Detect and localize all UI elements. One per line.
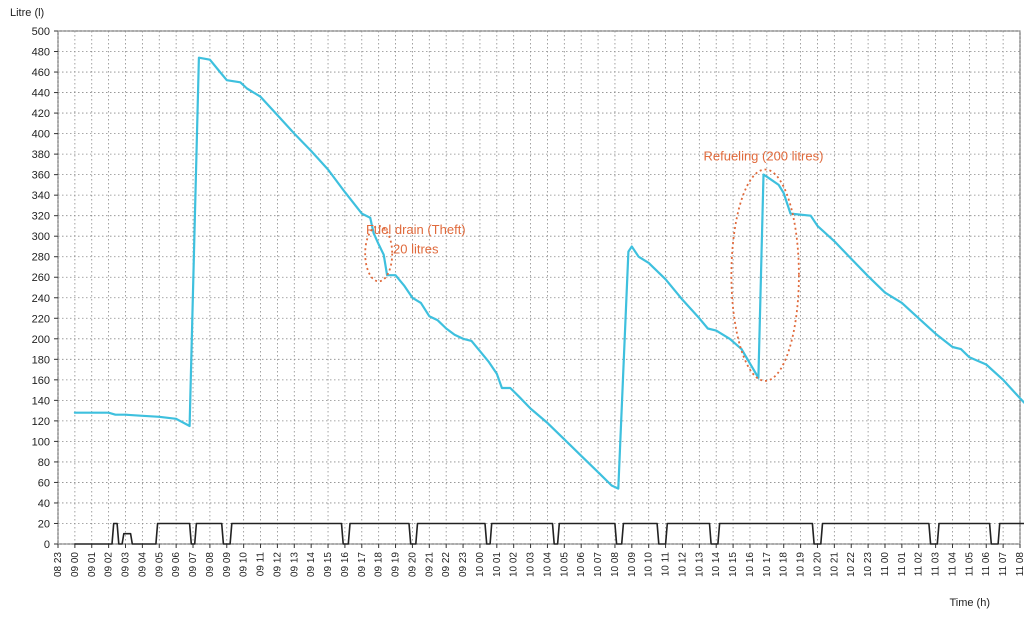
y-tick-label: 280	[32, 252, 50, 264]
refueling-highlight-ellipse	[730, 168, 800, 382]
x-tick-label: 11 04	[947, 552, 958, 577]
x-tick-label: 10 19	[796, 552, 807, 577]
x-tick-label: 09 21	[424, 552, 435, 577]
x-tick-label: 09 13	[289, 552, 300, 577]
x-tick-label: 09 17	[357, 552, 368, 577]
y-tick-label: 20	[38, 518, 50, 530]
y-axis-title: Litre (l)	[10, 7, 44, 19]
grid	[57, 30, 1021, 545]
y-tick-label: 420	[32, 108, 50, 120]
y-tick-label: 240	[32, 293, 50, 305]
y-tick-label: 80	[38, 457, 50, 469]
y-tick-label: 140	[32, 395, 50, 407]
x-tick-label: 10 21	[829, 552, 840, 577]
x-tick-label: 10 11	[661, 552, 672, 577]
x-tick-label: 09 19	[391, 552, 402, 577]
x-tick-label: 09 01	[87, 552, 98, 577]
x-tick-label: 11 07	[998, 552, 1009, 577]
x-tick-label: 11 03	[931, 552, 942, 577]
x-tick-label: 10 16	[745, 552, 756, 577]
x-tick-label: 09 03	[121, 552, 132, 577]
x-tick-label: 10 20	[812, 552, 823, 577]
y-tick-label: 100	[32, 436, 50, 448]
x-axis-title: Time (h)	[949, 597, 990, 609]
x-tick-label: 09 12	[272, 552, 283, 577]
x-tick-label: 09 14	[306, 552, 317, 577]
x-tick-label: 10 22	[846, 552, 857, 577]
x-tick-label: 11 00	[880, 552, 891, 577]
x-tick-label: 10 04	[542, 552, 553, 577]
x-tick-label: 10 13	[694, 552, 705, 577]
x-tick-label: 10 15	[728, 552, 739, 577]
x-tick-label: 10 18	[779, 552, 790, 577]
x-tick-label: 09 05	[154, 552, 165, 577]
x-tick-label: 09 04	[137, 552, 148, 577]
x-tick-label: 09 02	[104, 552, 115, 577]
x-tick-label: 11 01	[897, 552, 908, 577]
x-tick-label: 09 07	[188, 552, 199, 577]
x-tick-label: 10 12	[677, 552, 688, 577]
y-tick-label: 200	[32, 334, 50, 346]
engine-status-line	[74, 522, 1024, 545]
fuel-drain-annotation: Fuel drain (Theft)	[366, 222, 466, 237]
y-tick-label: 60	[38, 477, 50, 489]
x-tick-label: 09 06	[171, 552, 182, 577]
x-tick-label: 09 00	[70, 552, 81, 577]
y-tick-label: 220	[32, 313, 50, 325]
x-tick-label: 08 23	[53, 552, 64, 577]
x-tick-label: 10 01	[492, 552, 503, 577]
x-tick-label: 11 05	[964, 552, 975, 577]
x-tick-label: 10 02	[509, 552, 520, 577]
axes: Litre (l) Time (h) 0 20 40 60 80 100 120 140 160…	[10, 7, 1024, 609]
y-tick-label: 40	[38, 498, 50, 510]
x-tick-label: 09 08	[205, 552, 216, 577]
y-tick-label: 360	[32, 170, 50, 182]
y-tick-label: 120	[32, 416, 50, 428]
y-tick-label: 180	[32, 354, 50, 366]
x-tick-label: 10 17	[762, 552, 773, 577]
x-tick-label: 10 14	[711, 552, 722, 577]
y-tick-label: 0	[44, 539, 50, 551]
x-tick-label: 09 22	[441, 552, 452, 577]
x-tick-label: 10 06	[576, 552, 587, 577]
fuel-level-line	[73, 56, 1024, 490]
x-tick-label: 10 03	[526, 552, 537, 577]
x-tick-label: 09 10	[239, 552, 250, 577]
fuel-drain-highlight-ellipse	[364, 225, 394, 283]
x-tick-label: 10 08	[610, 552, 621, 577]
x-tick-label: 09 16	[340, 552, 351, 577]
y-tick-label: 480	[32, 47, 50, 59]
y-tick-label: 160	[32, 375, 50, 387]
x-tick-label: 09 18	[374, 552, 385, 577]
refueling-annotation: Refueling (200 litres)	[703, 148, 823, 163]
x-tick-label: 09 15	[323, 552, 334, 577]
y-tick-label: 260	[32, 272, 50, 284]
x-tick-label: 09 09	[222, 552, 233, 577]
y-tick-label: 500	[32, 26, 50, 38]
x-tick-label: 09 20	[407, 552, 418, 577]
y-tick-label: 440	[32, 88, 50, 100]
annotations: Fuel drain (Theft) 20 litres Refueling (20…	[364, 148, 823, 382]
x-tick-label: 10 05	[559, 552, 570, 577]
x-tick-label: 11 02	[914, 552, 925, 577]
x-tick-label: 11 06	[981, 552, 992, 577]
x-tick-label: 09 23	[458, 552, 469, 577]
x-tick-label: 10 10	[644, 552, 655, 577]
x-tick-label: 10 09	[627, 552, 638, 577]
series	[73, 56, 1024, 545]
x-tick-label: 10 00	[475, 552, 486, 577]
x-tick-label: 11 08	[1015, 552, 1024, 577]
y-tick-label: 340	[32, 190, 50, 202]
y-tick-label: 400	[32, 129, 50, 141]
y-tick-label: 460	[32, 67, 50, 79]
x-tick-label: 09 11	[256, 552, 267, 577]
x-tick-label: 10 07	[593, 552, 604, 577]
x-tick-label: 10 23	[863, 552, 874, 577]
y-tick-label: 320	[32, 211, 50, 223]
fuel-drain-amount-annotation: 20 litres	[393, 242, 439, 257]
y-tick-label: 380	[32, 149, 50, 161]
y-tick-label: 300	[32, 231, 50, 243]
